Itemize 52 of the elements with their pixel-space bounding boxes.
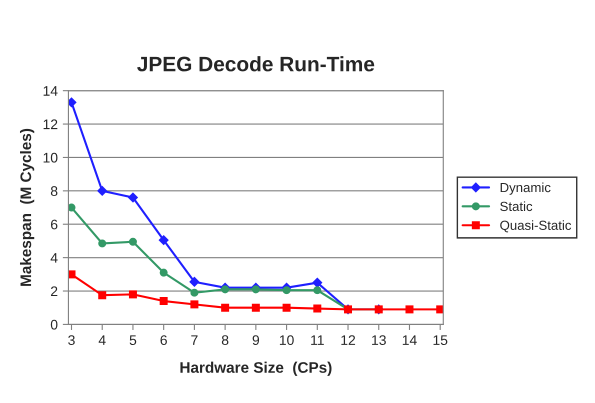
x-tick-label: 10	[280, 335, 294, 346]
point	[128, 192, 138, 202]
point	[252, 285, 260, 294]
point	[128, 290, 137, 298]
y-tick-label: 6	[50, 220, 58, 230]
point	[160, 268, 168, 277]
point	[436, 305, 444, 314]
point	[282, 286, 291, 294]
x-axis-title: Hardware Size (CPs)	[180, 362, 332, 376]
y-axis-title: Makespan (M Cycles)	[20, 128, 34, 286]
legend-label: Quasi-Static	[500, 220, 572, 232]
point	[313, 286, 322, 294]
point	[252, 304, 260, 312]
x-tick-label: 3	[68, 335, 75, 346]
y-tick-label: 2	[50, 286, 58, 296]
x-tick-label: 15	[434, 335, 448, 346]
x-tick-label: 5	[130, 335, 136, 346]
point	[313, 304, 322, 313]
point	[158, 235, 169, 246]
point	[97, 186, 108, 196]
point	[190, 288, 198, 297]
point	[282, 304, 291, 312]
point	[128, 238, 137, 246]
legend-label: Dynamic	[500, 182, 551, 195]
y-tick-label: 12	[44, 119, 58, 130]
point	[160, 297, 168, 306]
x-tick-label: 14	[402, 335, 417, 345]
x-tick-label: 4	[98, 335, 106, 345]
point	[221, 304, 230, 312]
point	[98, 239, 106, 248]
point	[98, 291, 106, 300]
x-tick-label: 12	[341, 335, 356, 345]
x-tick-label: 8	[222, 335, 228, 346]
point	[189, 276, 200, 287]
point	[312, 278, 322, 288]
point	[221, 285, 230, 294]
legend-label: Static	[500, 201, 532, 212]
x-tick-label: 6	[160, 335, 167, 346]
x-tick-label: 7	[191, 335, 198, 345]
chart-title: JPEG Decode Run-Time	[137, 56, 374, 72]
point	[405, 305, 414, 314]
x-tick-label: 13	[372, 335, 386, 346]
y-tick-label: 10	[44, 152, 58, 163]
y-tick-label: 4	[50, 253, 58, 263]
y-tick-label: 8	[50, 186, 58, 196]
x-tick-label: 11	[311, 335, 324, 345]
y-tick-label: 0	[50, 320, 58, 330]
point	[68, 270, 76, 278]
x-tick-label: 9	[252, 335, 260, 346]
point	[190, 300, 198, 308]
point	[68, 204, 76, 212]
y-tick-label: 14	[44, 86, 58, 96]
